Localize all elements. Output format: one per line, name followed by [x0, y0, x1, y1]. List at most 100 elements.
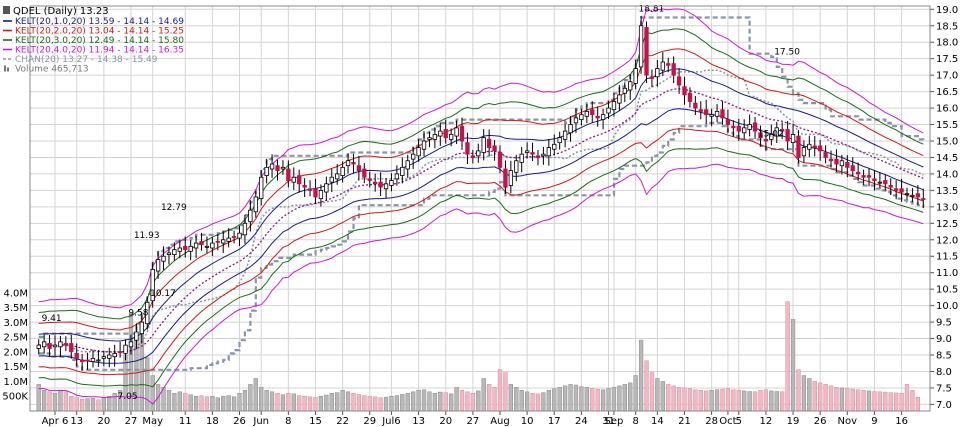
volume-bar	[378, 397, 383, 412]
candle-body	[546, 147, 551, 157]
price-annotation: 7.05	[118, 392, 138, 402]
candle-body	[606, 107, 611, 114]
grid	[30, 6, 930, 411]
date-tick-label: 11	[179, 416, 192, 427]
candle-body	[769, 134, 774, 140]
volume-bar	[286, 393, 291, 412]
candle-body	[850, 165, 855, 172]
candle-body	[921, 198, 926, 201]
volume-bar	[910, 390, 915, 412]
candle-body	[725, 119, 731, 125]
candle-body	[405, 160, 410, 170]
legend-entry: Volume 465,713	[15, 65, 89, 75]
price-annotation: 9.41	[42, 314, 62, 324]
volume-bar	[638, 339, 644, 412]
volume-bar	[552, 388, 557, 412]
candle-body	[872, 178, 877, 181]
price-tick-label: 16.0	[936, 104, 958, 115]
candle-body	[796, 135, 801, 158]
volume-bar	[470, 393, 476, 412]
volume-bar	[904, 384, 910, 412]
candle-body	[259, 176, 264, 200]
candle-body	[785, 129, 790, 142]
volume-tick-label: 3.5M	[3, 303, 28, 314]
candle-body	[736, 125, 741, 132]
candle-body	[47, 343, 52, 349]
volume-bar	[812, 381, 817, 412]
price-tick-label: 8.5	[936, 351, 952, 362]
candle-body	[720, 109, 725, 119]
candle-body	[226, 237, 231, 242]
candle-body	[221, 239, 226, 244]
volume-tick-label: 1.5M	[3, 362, 28, 373]
volume-bar	[861, 390, 866, 412]
volume-bar	[562, 385, 568, 412]
candle-body	[780, 129, 785, 132]
candle-body	[899, 188, 904, 193]
volume-bar	[411, 391, 416, 412]
candle-body	[231, 236, 237, 238]
candle-body	[172, 249, 177, 255]
candle-body	[128, 341, 134, 348]
candle-body	[242, 222, 248, 236]
volume-bar	[367, 395, 372, 412]
volume-bar	[508, 384, 513, 412]
candle-body	[123, 344, 128, 354]
candle-body	[155, 259, 161, 272]
candle-body	[307, 188, 313, 191]
legend-entry: KELT(20,3.0,20) 12.49 - 14.14 - 15.80	[15, 36, 184, 46]
volume-bar	[530, 393, 535, 412]
volume-bar	[226, 395, 231, 412]
candle-body	[562, 130, 568, 140]
volume-bar	[698, 390, 703, 412]
candle-body	[812, 145, 817, 148]
candle-body	[524, 150, 530, 153]
ticker-icon	[3, 6, 10, 14]
date-tick-label: 18	[206, 416, 219, 427]
price-tick-label: 13.0	[936, 202, 958, 213]
volume-bar	[259, 387, 264, 412]
volume-bar	[459, 390, 465, 412]
volume-bar	[373, 396, 378, 412]
volume-bar	[742, 390, 747, 412]
candle-body	[508, 170, 514, 186]
legend: QDEL (Daily) 13.23 KELT(20,1.0,20) 13.59…	[3, 6, 184, 75]
candle-body	[687, 92, 693, 102]
volume-bar	[850, 388, 855, 412]
candle-body	[758, 132, 763, 139]
candle-body	[459, 125, 465, 142]
candle-body	[649, 76, 655, 79]
price-tick-label: 10.5	[936, 285, 958, 296]
candle-body	[101, 356, 106, 359]
volume-bar	[90, 398, 96, 412]
volume-bar	[877, 391, 883, 412]
volume-bar	[476, 390, 481, 412]
candle-body	[177, 247, 182, 252]
candle-body	[883, 180, 888, 185]
volume-bar	[253, 378, 258, 412]
date-tick-label: 16	[895, 416, 908, 427]
volume-bar	[318, 395, 324, 412]
volume-bar	[101, 397, 106, 412]
volume-bar	[324, 394, 329, 412]
volume-bar	[763, 389, 769, 412]
volume-bar	[666, 384, 671, 412]
candle-body	[215, 241, 220, 243]
volume-tick-label: 2.5M	[3, 333, 28, 344]
candle-body	[69, 343, 74, 353]
candle-body	[541, 153, 546, 157]
volume-bar	[600, 389, 606, 412]
candle-body	[383, 183, 389, 190]
candle-body	[893, 188, 899, 191]
volume-bar	[340, 390, 345, 412]
candle-body	[807, 143, 812, 150]
date-tick-label: Nov	[838, 416, 858, 427]
volume-bar	[188, 394, 193, 412]
candle-body	[655, 68, 660, 78]
volume-bar	[145, 357, 150, 412]
candle-body	[63, 343, 69, 346]
price-tick-label: 19.0	[936, 5, 958, 16]
candle-body	[74, 352, 79, 359]
volume-bar	[58, 390, 63, 412]
volume-axis: 500K 1.0M 1.5M 2.0M 2.5M 3.0M 3.5M 4.0M	[2, 288, 28, 402]
